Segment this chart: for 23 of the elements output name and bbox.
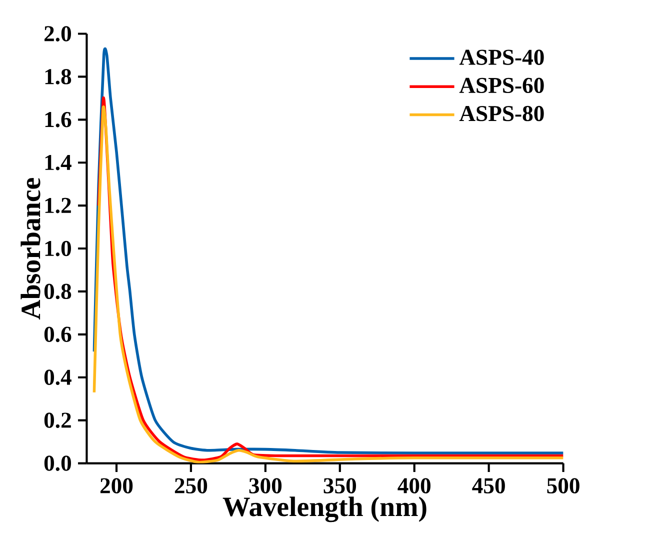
y-tick-label: 0.8 bbox=[44, 284, 72, 300]
x-tick-label: 350 bbox=[324, 478, 356, 494]
x-tick-label: 250 bbox=[174, 478, 208, 494]
y-tick-label: 0.0 bbox=[44, 456, 71, 471]
y-tick-label: 0.2 bbox=[44, 412, 71, 428]
y-tick-label: 1.0 bbox=[45, 240, 71, 256]
y-tick-label: 1.8 bbox=[45, 68, 72, 84]
legend-label: ASPS-80 bbox=[459, 106, 544, 122]
x-tick-label: 300 bbox=[249, 478, 282, 494]
y-axis-title: Absorbance bbox=[20, 178, 40, 320]
y-tick-label: 0.4 bbox=[44, 370, 72, 386]
y-tick-label: 2.0 bbox=[44, 26, 71, 42]
x-tick-label: 450 bbox=[472, 478, 505, 494]
x-tick-label: 500 bbox=[547, 478, 580, 494]
legend-label: ASPS-60 bbox=[459, 78, 544, 94]
y-tick-label: 1.2 bbox=[45, 198, 71, 214]
x-axis-title: Wavelength (nm) bbox=[222, 496, 426, 522]
legend-label: ASPS-40 bbox=[459, 50, 544, 65]
y-tick-label: 1.4 bbox=[45, 154, 72, 170]
y-tick-label: 0.6 bbox=[44, 326, 72, 342]
y-tick-label: 1.6 bbox=[45, 112, 72, 128]
x-tick-label: 400 bbox=[398, 478, 430, 494]
x-tick-label: 200 bbox=[100, 478, 133, 494]
